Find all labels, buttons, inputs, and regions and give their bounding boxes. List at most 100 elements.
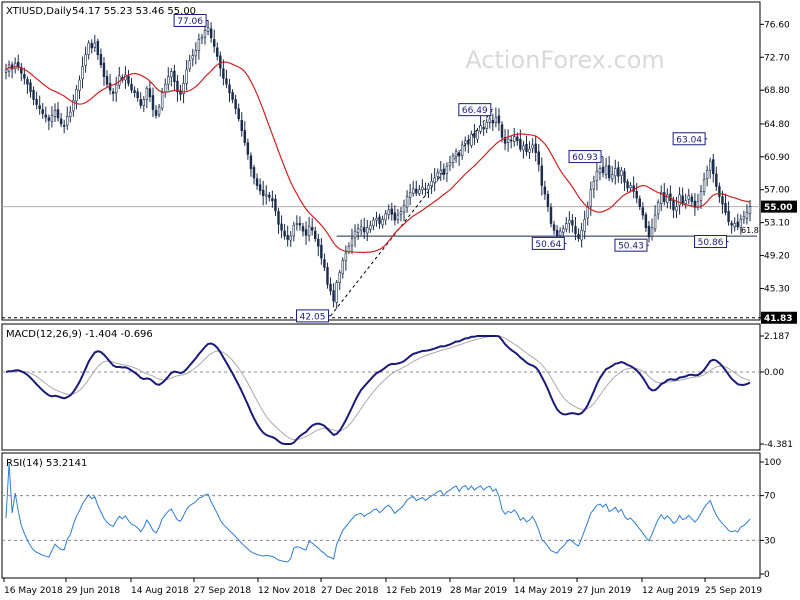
candle-body: [176, 80, 179, 93]
candle-body: [209, 28, 213, 39]
price-annotations: 77.06 42.05 66.49 50.64 60.93 50.43 63.04 50.86: [173, 13, 729, 323]
candle-body: [69, 111, 72, 117]
candle-body: [185, 69, 188, 84]
price-gridlines: [2, 109, 760, 319]
candle-body: [390, 208, 393, 215]
candle-body: [59, 118, 63, 125]
candle-body: [705, 170, 709, 179]
candle-body: [136, 91, 139, 99]
candle-body: [142, 99, 145, 106]
price-panel-frame: [1, 1, 761, 321]
candle-body: [516, 136, 519, 142]
candle-body: [62, 125, 66, 127]
annotation-label: 50.64: [535, 240, 561, 250]
price-title: XTIUSD,Daily 54.17 55.23 53.46 55.00: [6, 6, 196, 17]
annotation-box: [458, 103, 492, 117]
annotation-label: 50.86: [698, 238, 724, 248]
candle-body: [568, 219, 571, 224]
candle-body: [681, 195, 684, 204]
candle-body: [650, 227, 654, 237]
candle-body: [617, 167, 620, 177]
date-tick-label: 12 Aug 2019: [642, 586, 700, 596]
candle-body: [96, 41, 100, 56]
candle-body: [736, 221, 739, 228]
price-tick-label: 68.80: [764, 86, 790, 96]
candle-body: [699, 191, 703, 201]
candle-body: [301, 226, 305, 232]
annotation-box: [173, 13, 207, 27]
candle-body: [702, 179, 706, 192]
candle-body: [283, 230, 286, 237]
macd-lines: [2, 335, 760, 445]
candle-body: [372, 219, 375, 227]
candle-body: [50, 115, 54, 122]
candle-body: [525, 143, 528, 153]
candle-body: [240, 120, 243, 131]
candle-body: [522, 145, 525, 151]
candle-body: [745, 212, 749, 219]
candle-body: [148, 88, 152, 98]
date-tick-label: 27 Sep 2018: [194, 586, 251, 596]
candle-body: [93, 42, 97, 48]
candle-body: [258, 184, 262, 191]
candle-body: [338, 272, 341, 283]
candle-body: [445, 165, 449, 174]
candle-body: [464, 140, 467, 144]
candle-body: [629, 185, 632, 188]
candle-body: [513, 136, 516, 142]
annotation-label: 60.93: [572, 153, 598, 163]
candle-body: [200, 36, 204, 40]
candle-body: [635, 191, 638, 199]
candle-body: [537, 151, 540, 165]
candle-body: [249, 155, 253, 169]
candle-body: [620, 170, 623, 176]
candle-body: [656, 202, 660, 215]
candle-body: [265, 194, 268, 197]
candle-body: [748, 206, 752, 214]
candle-body: [387, 209, 390, 216]
candle-body: [329, 283, 332, 292]
candle-body: [519, 139, 522, 150]
candle-body: [687, 195, 690, 200]
candle-body: [173, 70, 176, 83]
candle-body: [295, 223, 299, 225]
candle-body: [127, 75, 130, 84]
candle-body: [696, 201, 700, 207]
candle-body: [473, 132, 476, 138]
price-tick-label: 49.20: [764, 252, 790, 262]
candle-body: [424, 188, 427, 191]
candle-body: [326, 267, 329, 285]
date-axis: 16 May 2018 29 Jun 2018 14 Aug 2018 27 Sep …: [3, 578, 762, 596]
candle-body: [179, 90, 182, 95]
price-tick-label: 53.10: [764, 219, 790, 229]
candle-body: [246, 142, 250, 155]
candle-body: [506, 138, 510, 143]
candle-body: [378, 216, 381, 224]
candle-body: [111, 91, 115, 94]
candle-body: [26, 79, 29, 85]
candle-body: [41, 109, 44, 115]
candle-body: [690, 196, 694, 202]
candle-body: [384, 213, 387, 221]
macd-axis: 2.187 0.00 -4.381: [760, 332, 793, 450]
ma-line: [5, 61, 751, 254]
candle-body: [29, 82, 32, 93]
candle-body: [601, 166, 605, 174]
price-tick-label: 45.30: [764, 284, 790, 294]
candle-body: [727, 211, 730, 223]
rsi-line-path: [5, 463, 751, 563]
candle-body: [271, 198, 274, 202]
macd-panel-frame: [1, 323, 761, 451]
macd-main-line: [5, 335, 751, 445]
candle-body: [448, 162, 452, 167]
candle-body: [317, 238, 320, 247]
candle-body: [99, 54, 103, 66]
candle-body: [47, 117, 51, 121]
candle-body: [170, 71, 173, 78]
rsi-tick-label: 70: [764, 492, 776, 502]
rsi-tick-label: 0: [764, 570, 770, 580]
candle-body: [139, 99, 142, 106]
date-tick-label: 12 Nov 2018: [258, 586, 316, 596]
candle-body: [310, 227, 314, 231]
candle-body: [10, 64, 14, 70]
